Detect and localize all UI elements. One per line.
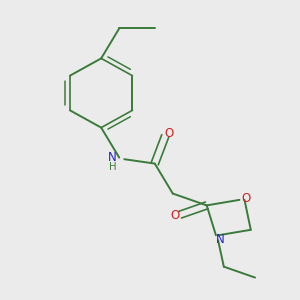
Text: O: O [164,127,173,140]
Text: O: O [170,209,180,222]
Text: N: N [108,151,117,164]
Text: O: O [242,192,251,205]
Text: H: H [109,162,117,172]
Text: N: N [216,233,225,246]
